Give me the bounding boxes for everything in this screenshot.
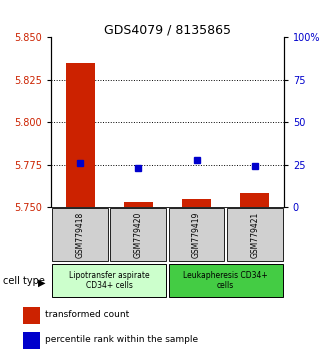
- Title: GDS4079 / 8135865: GDS4079 / 8135865: [104, 23, 231, 36]
- Bar: [124, 202, 153, 207]
- Bar: [66, 63, 95, 207]
- Text: transformed count: transformed count: [45, 310, 129, 319]
- Text: cell type: cell type: [3, 275, 45, 286]
- Bar: [52, 264, 166, 297]
- Bar: [169, 208, 224, 261]
- Bar: [227, 208, 282, 261]
- Bar: [23, 332, 40, 348]
- Bar: [182, 199, 211, 207]
- Text: ▶: ▶: [38, 278, 46, 287]
- Text: GSM779418: GSM779418: [76, 211, 85, 258]
- Bar: [111, 208, 166, 261]
- Text: GSM779420: GSM779420: [134, 211, 143, 258]
- Bar: [169, 264, 282, 297]
- Text: GSM779421: GSM779421: [250, 211, 259, 258]
- Text: GSM779419: GSM779419: [192, 211, 201, 258]
- Bar: [52, 208, 108, 261]
- Bar: [240, 194, 269, 207]
- Text: Lipotransfer aspirate
CD34+ cells: Lipotransfer aspirate CD34+ cells: [69, 271, 149, 290]
- Text: Leukapheresis CD34+
cells: Leukapheresis CD34+ cells: [183, 271, 268, 290]
- Bar: [23, 307, 40, 324]
- Text: percentile rank within the sample: percentile rank within the sample: [45, 335, 198, 344]
